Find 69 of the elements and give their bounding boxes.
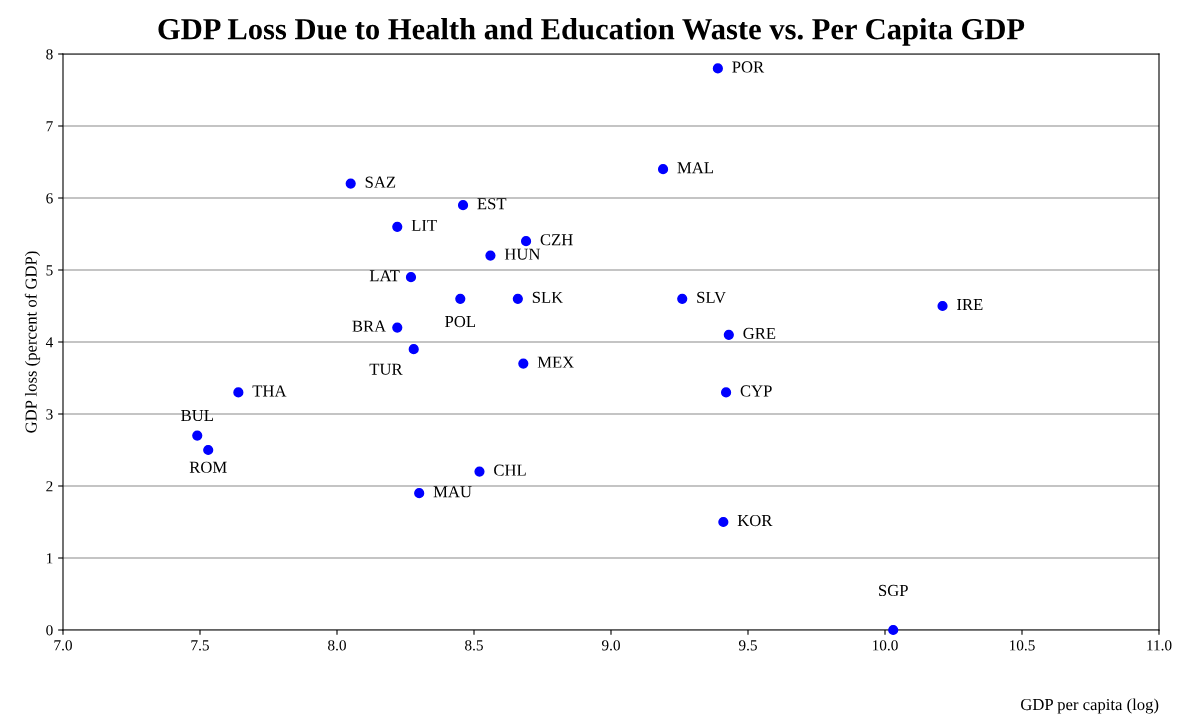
x-tick-label: 9.0 [601,640,620,651]
x-tick-label: 8.5 [465,640,483,651]
annotation: IRE [957,299,983,311]
point [512,293,523,304]
x-axis-title: GDP per capita (log) [1021,698,1159,714]
annotation: LAT [369,270,400,282]
point [720,387,732,398]
y-tick-label: 6 [46,193,53,204]
x-tick-label: 11.0 [1147,640,1172,651]
point [937,300,948,312]
x-tick-label: 8.0 [328,640,346,651]
point [888,624,899,636]
annotation: SGP [879,584,908,597]
annotation: ROM [189,461,227,473]
annotation: LIT [411,219,437,231]
annotation: TUR [369,363,403,375]
annotation: SLK [532,291,564,303]
annotation: THA [252,385,287,397]
y-tick-label: 7 [46,121,53,132]
point [408,344,419,355]
y-axis-title: GDP loss (percent of GDP) [24,251,41,433]
x-tick-label: 9.5 [738,640,757,651]
chart-title: GDP Loss Due to Health and Education Waste vs. Per Capita GDP [158,17,1025,46]
annotation: HUN [504,248,541,260]
point [203,444,214,456]
point [455,293,466,304]
point [405,272,417,283]
y-tick-label: 3 [46,409,53,420]
point [474,466,485,477]
point [392,221,403,232]
point [485,250,496,261]
y-tick-label: 8 [46,49,53,60]
annotation: MAL [677,162,713,174]
x-tick-label: 10.5 [1009,640,1035,651]
annotation: POL [445,316,476,328]
annotation: MEX [537,356,574,368]
annotation: KOR [737,514,773,527]
point [657,164,669,175]
annotation: MAU [433,486,472,498]
y-tick-label: 1 [46,553,53,564]
y-tick-label: 2 [46,481,53,492]
annotation: BRA [352,320,387,332]
x-tick-label: 7.0 [54,640,72,651]
point [520,236,532,247]
annotation: SAZ [365,176,396,188]
annotation: SLV [697,291,726,304]
point [392,322,403,333]
point [233,387,244,398]
annotation: CZH [540,234,573,246]
point [414,488,425,499]
point [192,430,203,441]
annotation: CHL [494,464,526,476]
point [677,293,688,304]
annotation: POR [732,61,765,73]
point [712,63,723,74]
point [457,200,469,211]
annotation: BUL [181,410,213,422]
x-tick-label: 7.5 [191,640,209,651]
annotation: CYP [740,385,772,397]
point [718,516,729,528]
annotation: EST [477,198,507,210]
y-tick-label: 0 [46,625,53,636]
y-tick-label: 4 [45,337,54,348]
point [723,329,734,340]
point [518,358,529,369]
annotation: GRE [743,327,776,339]
x-tick-label: 10.0 [872,640,898,651]
point [345,178,356,189]
y-tick-label: 5 [46,265,53,276]
